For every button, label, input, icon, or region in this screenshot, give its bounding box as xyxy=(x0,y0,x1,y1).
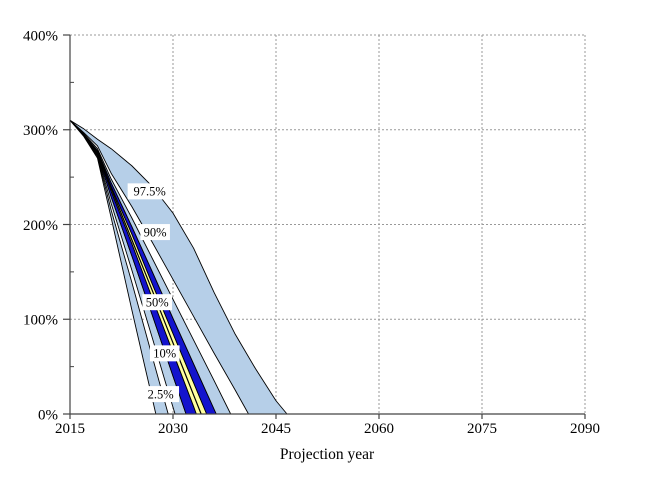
x-tick-label-2060: 2060 xyxy=(364,421,394,437)
percentile-annotations: 97.5% 90% 50% 10% 2.5% xyxy=(127,183,180,403)
percentile-label-97.5: 97.5% xyxy=(127,183,172,200)
percentile-label-bg xyxy=(149,345,180,362)
percentile-label-50: 50% xyxy=(142,294,173,311)
grid-layer xyxy=(70,34,586,414)
x-axis-title: Projection year xyxy=(280,446,375,463)
median-line-p50 xyxy=(69,119,202,415)
percentile-label-text: 50% xyxy=(146,296,169,310)
percentile-label-text: 2.5% xyxy=(148,387,174,401)
y-tick-label-300: 300% xyxy=(23,123,58,139)
fan-band-p95-p97.5 xyxy=(69,119,288,415)
percentile-label-text: 10% xyxy=(153,347,176,361)
percentile-label-bg xyxy=(142,294,173,311)
x-tick-label-2090: 2090 xyxy=(570,421,600,437)
y-tick-label-200: 200% xyxy=(23,218,58,234)
percentile-label-text: 90% xyxy=(144,225,167,239)
tick-labels: 0% 100% 200% 300% 400% 2015 2030 2045 2060 2075 20… xyxy=(23,28,600,437)
percentile-label-text: 97.5% xyxy=(134,185,166,199)
x-tick-label-2030: 2030 xyxy=(158,421,188,437)
percentile-label-2.5: 2.5% xyxy=(142,386,180,403)
x-tick-label-2045: 2045 xyxy=(261,421,291,437)
axes xyxy=(63,34,586,419)
percentile-label-10: 10% xyxy=(149,345,180,362)
y-tick-label-100: 100% xyxy=(23,313,58,329)
x-tick-label-2015: 2015 xyxy=(55,421,85,437)
percentile-label-bg xyxy=(142,386,180,403)
x-tick-label-2075: 2075 xyxy=(467,421,497,437)
y-tick-label-0: 0% xyxy=(38,407,58,423)
y-tick-label-400: 400% xyxy=(23,28,58,44)
percentile-label-90: 90% xyxy=(140,224,170,241)
fan-bands xyxy=(69,119,288,415)
percentile-label-bg xyxy=(140,224,170,241)
percentile-label-bg xyxy=(127,183,172,200)
